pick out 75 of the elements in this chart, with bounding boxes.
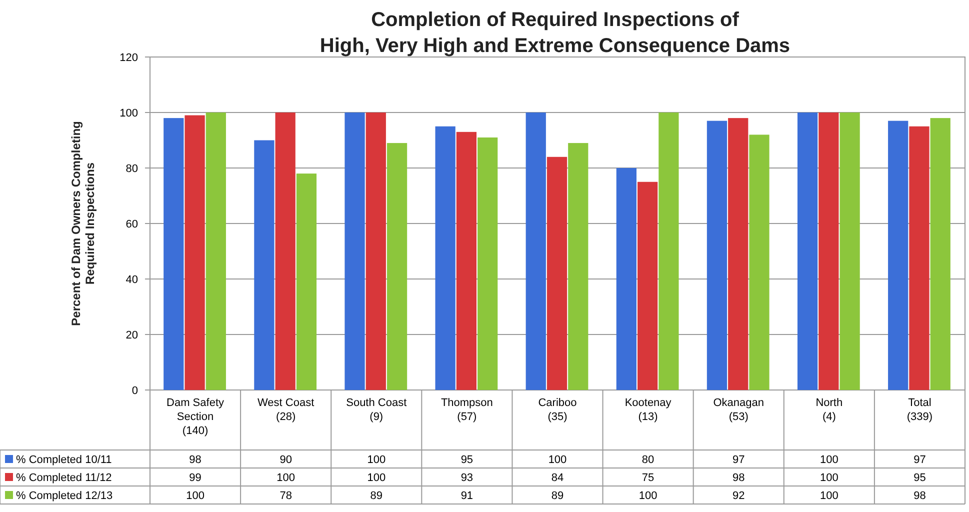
legend-label: % Completed 10/11 xyxy=(16,454,112,466)
bar xyxy=(658,112,679,390)
bar xyxy=(344,112,365,390)
data-label: 80 xyxy=(642,454,654,466)
data-label: 99 xyxy=(189,472,202,484)
data-label: 95 xyxy=(914,472,926,484)
chart-title: Completion of Required Inspections of High, Very High and Extreme Consequence Dams xyxy=(320,9,790,57)
data-label: 100 xyxy=(820,490,838,502)
x-tick-label: Thompson (57) xyxy=(440,397,493,423)
bar xyxy=(164,118,184,390)
x-tick-label: Okanagan (53) xyxy=(713,397,764,423)
data-label: 97 xyxy=(732,454,745,466)
y-tick-label: 60 xyxy=(126,218,138,230)
bar xyxy=(818,112,839,390)
bar xyxy=(366,112,386,390)
bar xyxy=(386,143,408,390)
bar xyxy=(478,137,498,390)
bar xyxy=(888,120,908,390)
bar xyxy=(616,168,636,390)
x-tick-label: South Coast (9) xyxy=(346,397,407,423)
y-tick-label: 0 xyxy=(132,385,138,397)
bar xyxy=(728,118,748,390)
data-label: 93 xyxy=(460,472,474,484)
data-label: 100 xyxy=(186,490,204,502)
x-tick-label: Dam Safety Section (140) xyxy=(166,397,225,437)
data-label: 95 xyxy=(460,454,474,466)
data-label: 78 xyxy=(280,490,292,502)
bar xyxy=(930,118,950,390)
bar xyxy=(456,132,477,390)
legend-label: % Completed 11/12 xyxy=(16,472,112,484)
data-label: 97 xyxy=(914,454,926,466)
data-label: 84 xyxy=(551,472,564,484)
data-label: 98 xyxy=(189,454,202,466)
bar xyxy=(254,140,274,390)
y-tick-label: 120 xyxy=(120,52,138,64)
y-tick-label: 100 xyxy=(120,108,138,120)
data-label: 91 xyxy=(460,490,474,502)
bar xyxy=(275,112,296,390)
bar xyxy=(184,115,205,390)
y-tick-label: 40 xyxy=(126,274,138,286)
bar xyxy=(840,112,860,390)
bar xyxy=(797,112,818,390)
data-label: 92 xyxy=(732,490,745,502)
data-label: 90 xyxy=(280,454,292,466)
x-tick-label: Total (339) xyxy=(906,397,933,423)
bar xyxy=(296,174,317,390)
y-tick-label: 20 xyxy=(126,330,138,342)
data-label: 89 xyxy=(370,490,383,502)
data-label: 75 xyxy=(642,472,654,484)
y-tick-label: 80 xyxy=(126,163,138,175)
x-tick-label: West Coast (28) xyxy=(258,397,314,423)
data-label: 98 xyxy=(914,490,926,502)
data-label: 100 xyxy=(638,490,658,502)
legend-label: % Completed 12/13 xyxy=(16,490,113,502)
bar xyxy=(706,120,728,390)
data-label: 100 xyxy=(367,472,386,484)
bar xyxy=(637,182,658,390)
y-axis-title: Percent of Dam Owners Completing Required Inspections xyxy=(69,121,97,326)
data-label: 100 xyxy=(820,472,838,484)
bar xyxy=(909,126,930,390)
data-label: 89 xyxy=(551,490,564,502)
bar xyxy=(526,112,546,390)
data-label: 98 xyxy=(732,472,745,484)
x-tick-label: Kootenay (13) xyxy=(624,397,672,423)
bar xyxy=(435,126,456,390)
data-label: 100 xyxy=(548,454,567,466)
bar xyxy=(749,134,770,390)
x-tick-label: Cariboo (35) xyxy=(538,397,577,423)
bar xyxy=(568,143,588,390)
bar xyxy=(546,156,568,390)
data-label: 100 xyxy=(820,454,838,466)
data-label: 100 xyxy=(276,472,296,484)
data-label: 100 xyxy=(367,454,386,466)
bar xyxy=(206,112,226,390)
x-tick-label: North (4) xyxy=(816,397,843,423)
